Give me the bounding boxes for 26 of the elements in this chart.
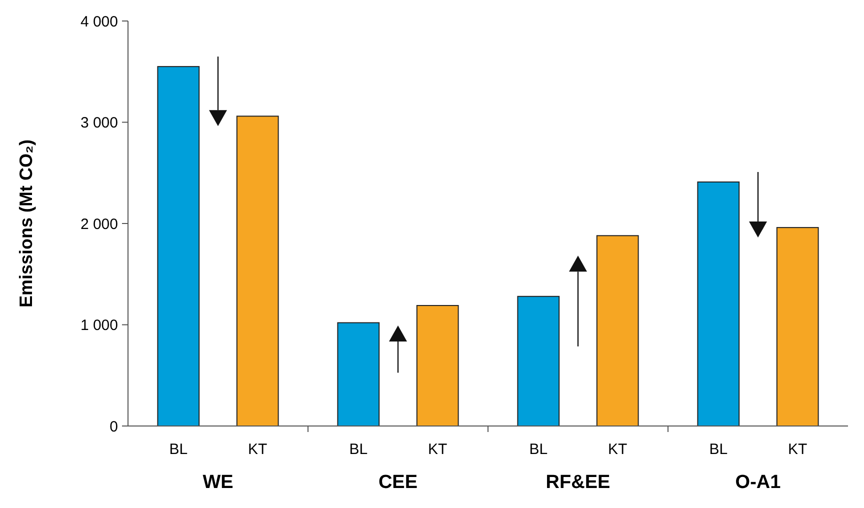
text: BL	[349, 441, 368, 458]
x-tick-label: CEE	[378, 472, 418, 493]
bar	[517, 296, 560, 426]
bar	[416, 305, 459, 426]
bar	[776, 227, 819, 426]
x-tick-label: RF&EE	[546, 472, 610, 493]
x-tick-label: O-A1	[735, 472, 782, 493]
series-label: BL	[169, 441, 188, 458]
bar	[157, 66, 200, 426]
text: KT	[788, 441, 808, 458]
y-tick-label: 2 000	[80, 216, 118, 233]
bar	[697, 181, 740, 426]
y-tick-label: 3 000	[80, 114, 118, 132]
bar	[337, 322, 380, 426]
text: BL	[529, 441, 548, 458]
x-tick-label: WE	[202, 472, 234, 493]
text: BL	[709, 441, 728, 458]
y-axis-title: Emissions (Mt CO₂)	[16, 139, 36, 308]
bar	[236, 116, 279, 426]
series-label: KT	[248, 441, 268, 458]
text: KT	[428, 441, 448, 458]
y-tick-label: 4 000	[80, 13, 118, 30]
y-tick-label: 1 000	[80, 317, 118, 334]
text: KT	[608, 441, 628, 458]
bar	[596, 235, 639, 426]
y-tick-label: 0	[110, 418, 118, 436]
